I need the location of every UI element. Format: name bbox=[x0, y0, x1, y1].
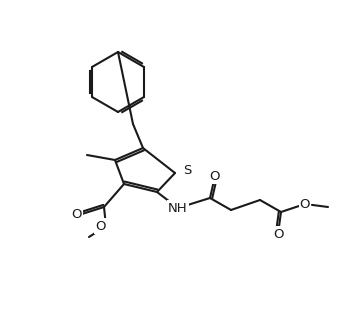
Text: O: O bbox=[210, 170, 220, 182]
Text: NH: NH bbox=[168, 202, 188, 214]
Text: S: S bbox=[183, 164, 191, 176]
Text: O: O bbox=[95, 219, 106, 232]
Text: O: O bbox=[300, 198, 310, 210]
Text: O: O bbox=[71, 208, 82, 220]
Text: O: O bbox=[273, 228, 283, 241]
